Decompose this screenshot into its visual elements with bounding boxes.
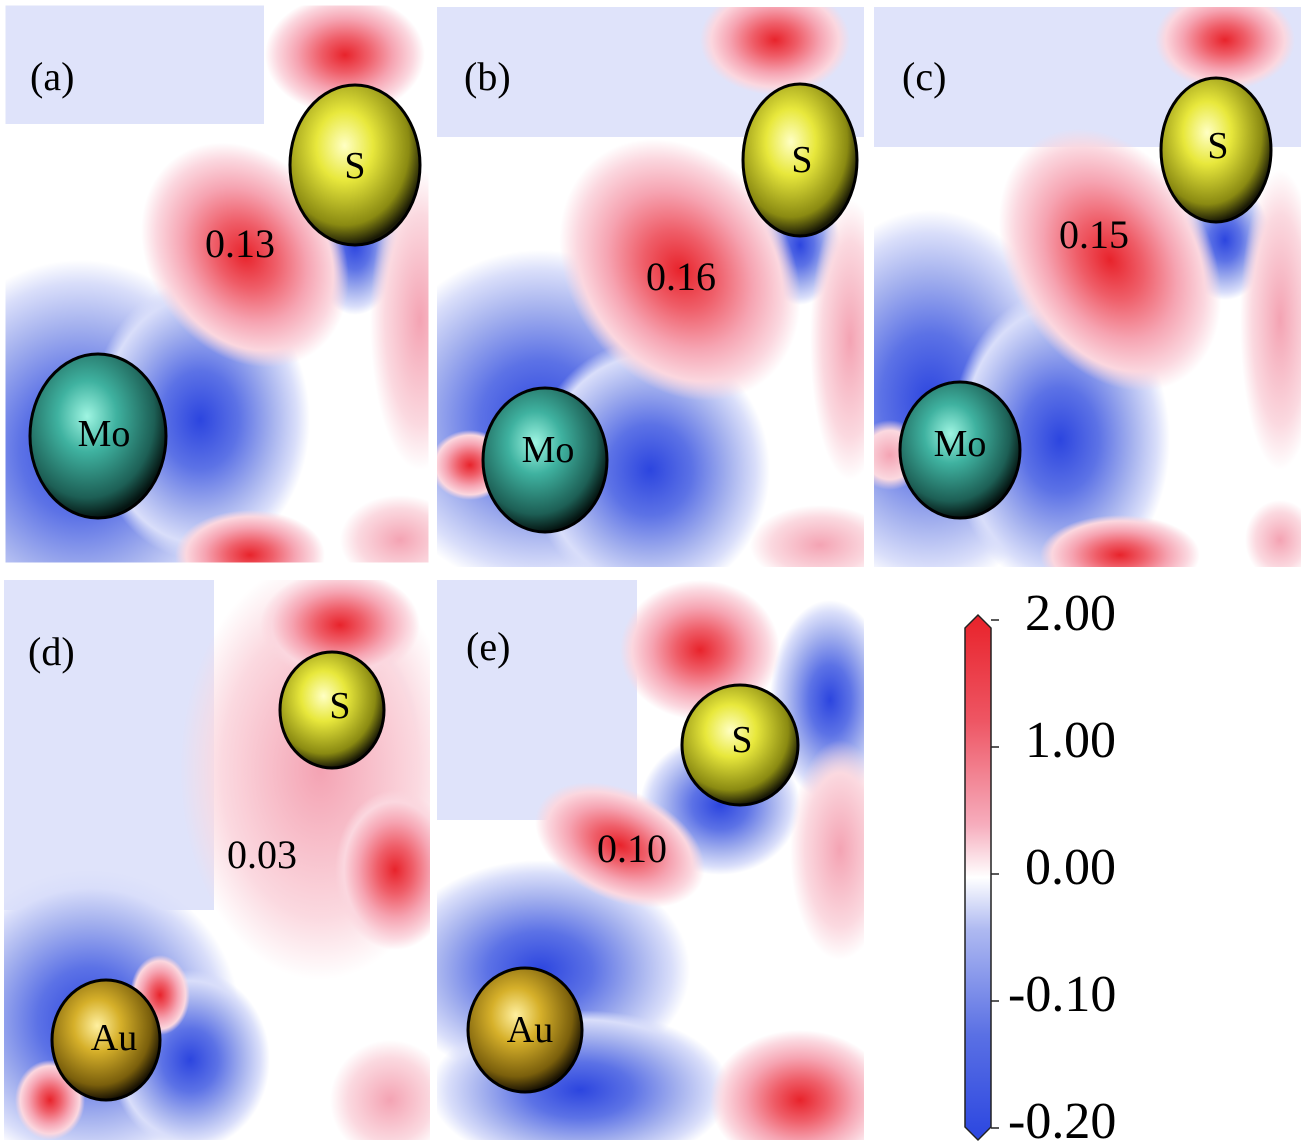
s-atom-label-e: S: [731, 719, 752, 761]
colorbar-tick-2: 0.00: [1025, 839, 1116, 896]
bond-value-a: 0.13: [205, 221, 275, 266]
panel-e: [437, 580, 864, 1140]
panel-e-label: (e): [466, 624, 510, 669]
s-atom-label-a: S: [344, 145, 365, 187]
mo-atom-label-a: Mo: [78, 413, 131, 455]
s-atom-d: [278, 650, 386, 770]
colorbar-scale: [964, 613, 992, 1142]
panel-a: [4, 4, 430, 564]
s-atom-a: [288, 83, 422, 247]
s-atom-label-d: S: [329, 685, 350, 727]
mo-atom-a: [28, 352, 168, 520]
bond-value-b: 0.16: [646, 254, 716, 299]
s-atom-c: [1159, 76, 1273, 224]
panel-b-label: (b): [464, 54, 511, 99]
au-atom-label-d: Au: [91, 1017, 137, 1059]
s-atom-label-b: S: [791, 139, 812, 181]
panel-b: [437, 7, 864, 567]
colorbar: 2.00 1.00 0.00 -0.10 -0.20: [964, 585, 1116, 1145]
colorbar-tick-0: 2.00: [1025, 585, 1116, 642]
mo-atom-b: [481, 386, 609, 534]
mo-atom-label-b: Mo: [522, 429, 575, 471]
panel-c-label: (c): [902, 54, 946, 99]
colorbar-tick-1: 1.00: [1025, 712, 1116, 769]
s-atom-e: [680, 683, 800, 807]
mo-atom-c: [898, 380, 1022, 520]
colorbar-tick-4: -0.20: [1008, 1093, 1116, 1145]
s-atom-b: [741, 82, 859, 238]
bond-value-e: 0.10: [597, 826, 667, 871]
colorbar-tick-3: -0.10: [1008, 966, 1116, 1023]
mo-atom-label-c: Mo: [934, 423, 987, 465]
s-atom-label-c: S: [1207, 125, 1228, 167]
au-atom-label-e: Au: [507, 1009, 553, 1051]
panel-c: [874, 7, 1301, 567]
panel-a-label: (a): [30, 54, 74, 99]
au-atom-e: [466, 966, 584, 1094]
bond-value-c: 0.15: [1059, 212, 1129, 257]
au-atom-d: [50, 978, 162, 1102]
panel-d: [4, 580, 430, 1140]
bond-value-d: 0.03: [227, 832, 297, 877]
panel-d-label: (d): [28, 629, 75, 674]
